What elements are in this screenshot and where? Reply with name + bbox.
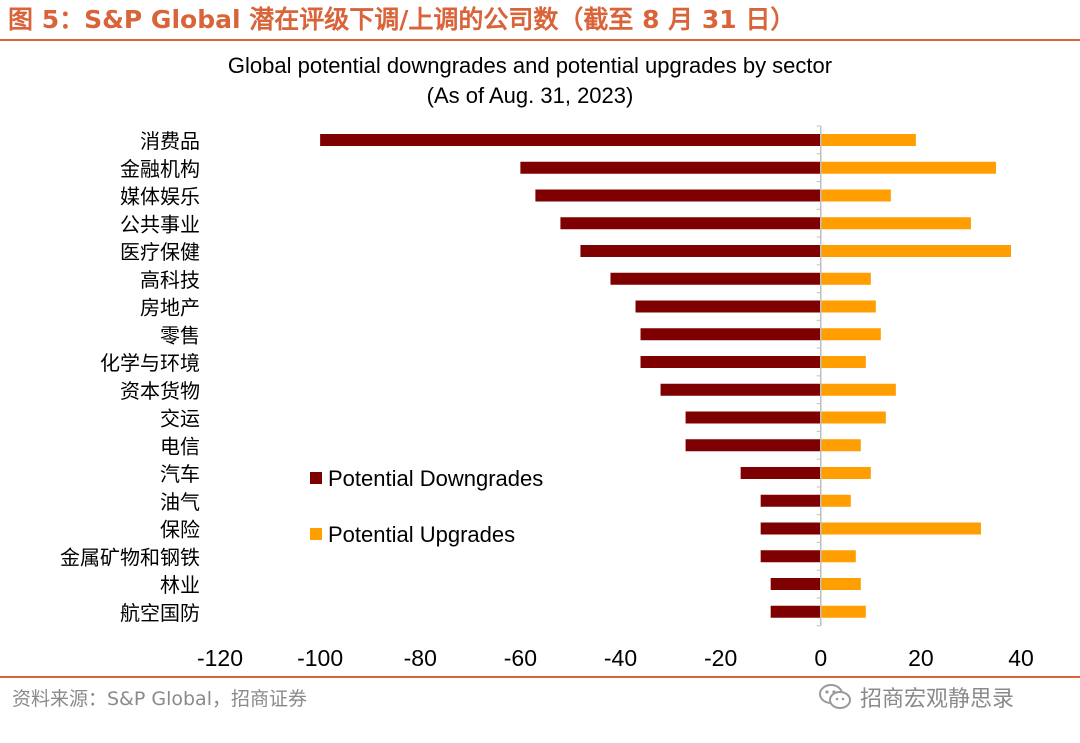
category-label: 消费品 <box>140 130 200 153</box>
x-tick-label: -80 <box>404 645 437 671</box>
bar-downgrade <box>535 189 821 202</box>
category-label: 公共事业 <box>120 213 200 236</box>
category-label: 房地产 <box>140 297 200 320</box>
category-label: 资本货物 <box>120 380 200 403</box>
bar-upgrade <box>820 300 876 313</box>
bar-downgrade <box>640 328 821 341</box>
bar-downgrade <box>740 467 821 479</box>
bar-downgrade <box>760 522 821 535</box>
x-tick-label: -60 <box>504 645 537 671</box>
sector-rating-chart: Global potential downgrades and potentia… <box>60 53 1034 671</box>
category-label: 高科技 <box>140 269 200 292</box>
bar-downgrade <box>770 578 821 590</box>
category-label: 汽车 <box>160 463 200 486</box>
bar-downgrade <box>760 550 821 563</box>
bar-downgrade <box>660 383 821 396</box>
bar-upgrade <box>820 605 866 618</box>
category-label: 媒体娱乐 <box>120 186 200 209</box>
legend-label-upgrades: Potential Upgrades <box>328 522 515 547</box>
bar-upgrade <box>820 522 981 535</box>
bar-upgrade <box>820 217 971 230</box>
watermark-text: 招商宏观静思录 <box>860 687 1015 712</box>
bar-downgrade <box>760 494 821 507</box>
bar-upgrade <box>820 245 1011 257</box>
plot-area: 消费品金融机构媒体娱乐公共事业医疗保健高科技房地产零售化学与环境资本货物交运电信… <box>60 125 1034 671</box>
bar-downgrade <box>685 411 821 424</box>
bar-upgrade <box>820 578 861 590</box>
bar-upgrade <box>820 356 866 368</box>
chart-subtitle: (As of Aug. 31, 2023) <box>427 83 634 108</box>
bar-upgrade <box>820 134 916 146</box>
bar-upgrade <box>820 328 881 341</box>
category-label: 交运 <box>160 408 200 431</box>
bar-upgrade <box>820 383 896 396</box>
bar-upgrade <box>820 467 871 479</box>
legend-label-downgrades: Potential Downgrades <box>328 466 543 491</box>
bar-downgrade <box>580 245 821 257</box>
wechat-icon <box>819 684 851 709</box>
bar-upgrade <box>820 161 996 174</box>
bar-downgrade <box>560 217 821 230</box>
bar-downgrade <box>640 356 821 368</box>
category-label: 油气 <box>160 491 200 514</box>
x-tick-label: -40 <box>604 645 637 671</box>
category-label: 化学与环境 <box>100 352 200 375</box>
category-label: 医疗保健 <box>120 241 200 264</box>
title-divider <box>0 39 1080 41</box>
bar-downgrade <box>320 134 821 146</box>
x-tick-label: -120 <box>197 645 243 671</box>
legend-swatch-upgrades <box>310 528 322 540</box>
legend-swatch-downgrades <box>310 472 322 484</box>
bar-upgrade <box>820 494 851 507</box>
x-tick-label: -100 <box>297 645 343 671</box>
legend: Potential Downgrades Potential Upgrades <box>310 466 543 547</box>
x-tick-label: 0 <box>814 645 827 671</box>
bar-upgrade <box>820 439 861 452</box>
watermark: 招商宏观静思录 <box>818 680 1014 714</box>
bar-upgrade <box>820 411 886 424</box>
source-divider <box>0 676 1080 678</box>
figure-title: 图 5：S&P Global 潜在评级下调/上调的公司数（截至 8 月 31 日… <box>8 5 796 34</box>
x-tick-label: -20 <box>704 645 737 671</box>
bar-upgrade <box>820 272 871 285</box>
chart-title: Global potential downgrades and potentia… <box>228 53 832 78</box>
bar-downgrade <box>520 161 821 174</box>
category-label: 保险 <box>160 519 200 542</box>
category-label: 零售 <box>160 324 200 347</box>
category-label: 金融机构 <box>120 158 200 181</box>
bar-downgrade <box>635 300 821 313</box>
category-label: 林业 <box>160 574 200 597</box>
x-tick-label: 40 <box>1008 645 1034 671</box>
bar-upgrade <box>820 550 856 563</box>
bar-upgrade <box>820 189 891 202</box>
bar-downgrade <box>610 272 821 285</box>
x-tick-label: 20 <box>908 645 934 671</box>
source-note: 资料来源：S&P Global，招商证券 <box>12 688 307 710</box>
bar-downgrade <box>685 439 821 452</box>
category-label: 金属矿物和钢铁 <box>60 546 200 569</box>
category-label: 电信 <box>160 435 200 458</box>
bar-downgrade <box>770 605 821 618</box>
category-label: 航空国防 <box>120 602 200 625</box>
